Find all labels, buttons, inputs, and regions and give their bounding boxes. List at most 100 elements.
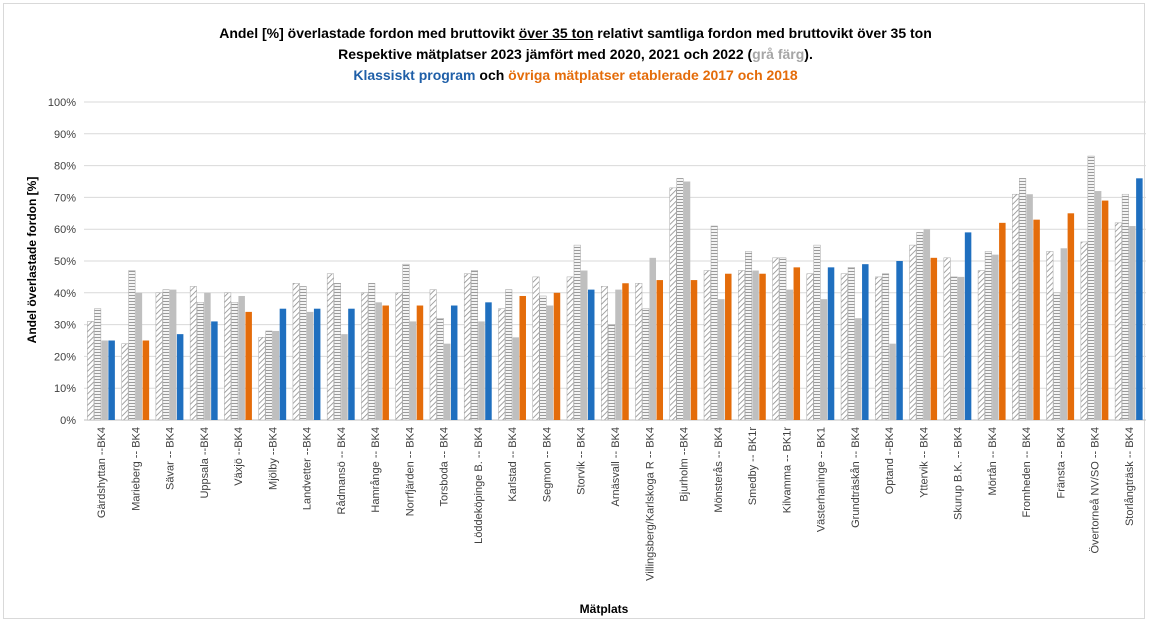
bar-2021 <box>231 302 239 421</box>
bar-2021 <box>779 257 787 421</box>
y-tick-label: 70% <box>54 192 76 204</box>
bar-2022 <box>135 292 143 420</box>
bar-2021 <box>333 283 341 421</box>
bar-2023 <box>485 302 492 420</box>
bar-2020 <box>224 292 232 421</box>
x-tick-label: Mjölby --BK4 <box>267 427 279 490</box>
x-tick-label: Villingsberg/Karlskoga R -- BK4 <box>644 427 656 581</box>
bar-2020 <box>772 257 780 421</box>
bar-2023 <box>930 257 938 420</box>
bar-2023 <box>656 280 664 420</box>
x-tick-label: Norrfjärden -- BK4 <box>404 427 416 516</box>
bar-2023 <box>1033 219 1040 420</box>
bar-2020 <box>738 270 746 421</box>
bar-2021 <box>196 302 204 421</box>
bar-2020 <box>463 273 471 421</box>
x-tick-label: Arnäsvall -- BK4 <box>610 427 622 506</box>
bar-2023 <box>1136 178 1143 420</box>
bar-2021 <box>984 251 992 421</box>
bar-2022 <box>272 330 280 420</box>
bar-2020 <box>909 244 917 421</box>
x-tick-label: Västerhaninge -- BK1 <box>816 427 828 532</box>
bar-2021 <box>745 251 753 421</box>
y-tick-label: 10% <box>54 383 76 395</box>
bar-2023 <box>827 267 835 420</box>
bar-2020 <box>806 273 814 421</box>
bar-2022 <box>580 270 588 420</box>
y-tick-label: 30% <box>54 320 76 332</box>
title-line-2-part-c: ). <box>804 46 813 62</box>
bar-2022 <box>820 299 828 420</box>
x-tick-labels: Gärdshyttan --BK4 Marieberg -- BK4 Sävar -… <box>96 427 1136 581</box>
bar-2020 <box>121 343 129 421</box>
bar-2022 <box>443 343 451 420</box>
bar-2021 <box>847 267 855 421</box>
bar-2022 <box>546 305 554 420</box>
bar-2022 <box>512 337 519 420</box>
y-tick-labels: 0% 10% 20% 30% 40% 50% 60% 70% 80% 90% 100% <box>48 97 76 427</box>
x-tick-label: Optand --BK4 <box>884 427 896 494</box>
bar-2023 <box>416 305 424 420</box>
bar-2021 <box>128 270 136 421</box>
bar-2023 <box>622 283 629 420</box>
bar-2021 <box>1121 193 1129 421</box>
y-tick-label: 60% <box>54 224 76 236</box>
bar-2022 <box>409 321 417 420</box>
bar-2023 <box>245 311 252 420</box>
title-line-3-klassiskt: Klassiskt program <box>353 67 476 83</box>
bar-2021 <box>470 270 478 421</box>
bar-2023 <box>211 321 218 420</box>
bar-2022 <box>306 311 314 420</box>
bar-2020 <box>326 273 334 421</box>
bar-2020 <box>703 270 711 421</box>
bar-2020 <box>635 283 643 421</box>
bar-2023 <box>450 305 458 420</box>
x-tick-label: Skurup B.K. -- BK4 <box>953 427 965 520</box>
bar-2020 <box>292 283 300 421</box>
bar-2020 <box>669 187 677 421</box>
bar-2021 <box>1053 292 1061 421</box>
x-tick-label: Sävar -- BK4 <box>165 427 177 490</box>
bar-2021 <box>402 263 410 421</box>
x-tick-label: Yttervik -- BK4 <box>918 427 930 498</box>
x-tick-label: Löddeköpinge B. -- BK4 <box>473 427 485 544</box>
bar-2020 <box>875 276 883 421</box>
bar-2022 <box>683 181 691 420</box>
x-tick-label: Mörtån -- BK4 <box>987 427 999 495</box>
bar-2020 <box>1114 222 1122 421</box>
y-tick-label: 90% <box>54 129 76 141</box>
x-tick-label: Marieberg -- BK4 <box>130 427 142 511</box>
x-tick-label: Växjö --BK4 <box>233 427 245 486</box>
bar-2021 <box>265 330 273 421</box>
x-tick-label: Storvik -- BK4 <box>576 427 588 495</box>
bar-2023 <box>142 340 150 420</box>
x-axis-title: Mätplats <box>580 602 629 616</box>
chart-title-line-2: Respektive mätplatser 2023 jämfört med 2… <box>0 46 1151 62</box>
y-tick-label: 80% <box>54 161 76 173</box>
bar-2023 <box>896 261 903 420</box>
bar-2023 <box>759 273 766 420</box>
x-tick-label: Karlstad -- BK4 <box>507 427 519 502</box>
chart-title-line-1: Andel [%] överlastade fordon med bruttov… <box>0 25 1151 41</box>
y-tick-label: 50% <box>54 256 76 268</box>
bar-2020 <box>258 337 266 421</box>
bar-2022 <box>169 289 177 420</box>
bar-2021 <box>950 276 958 421</box>
y-axis-title: Andel överlastade fordon [%] <box>25 177 39 344</box>
bar-2021 <box>573 244 581 421</box>
bar-2021 <box>505 289 513 421</box>
bar-2021 <box>813 244 821 421</box>
bar-2020 <box>840 273 848 421</box>
bar-2022 <box>615 289 622 420</box>
bar-2022 <box>889 343 896 420</box>
x-tick-label: Fromheden -- BK4 <box>1021 427 1033 517</box>
bar-2021 <box>539 295 547 421</box>
bar-2020 <box>1046 251 1054 421</box>
bar-2020 <box>566 276 574 421</box>
bar-2021 <box>710 225 718 421</box>
x-tick-label: Fränsta -- BK4 <box>1055 427 1067 499</box>
y-tick-label: 0% <box>60 415 76 427</box>
title-line-1-part-a: Andel [%] överlastade fordon med bruttov… <box>219 25 519 41</box>
bar-2022 <box>1060 248 1068 420</box>
